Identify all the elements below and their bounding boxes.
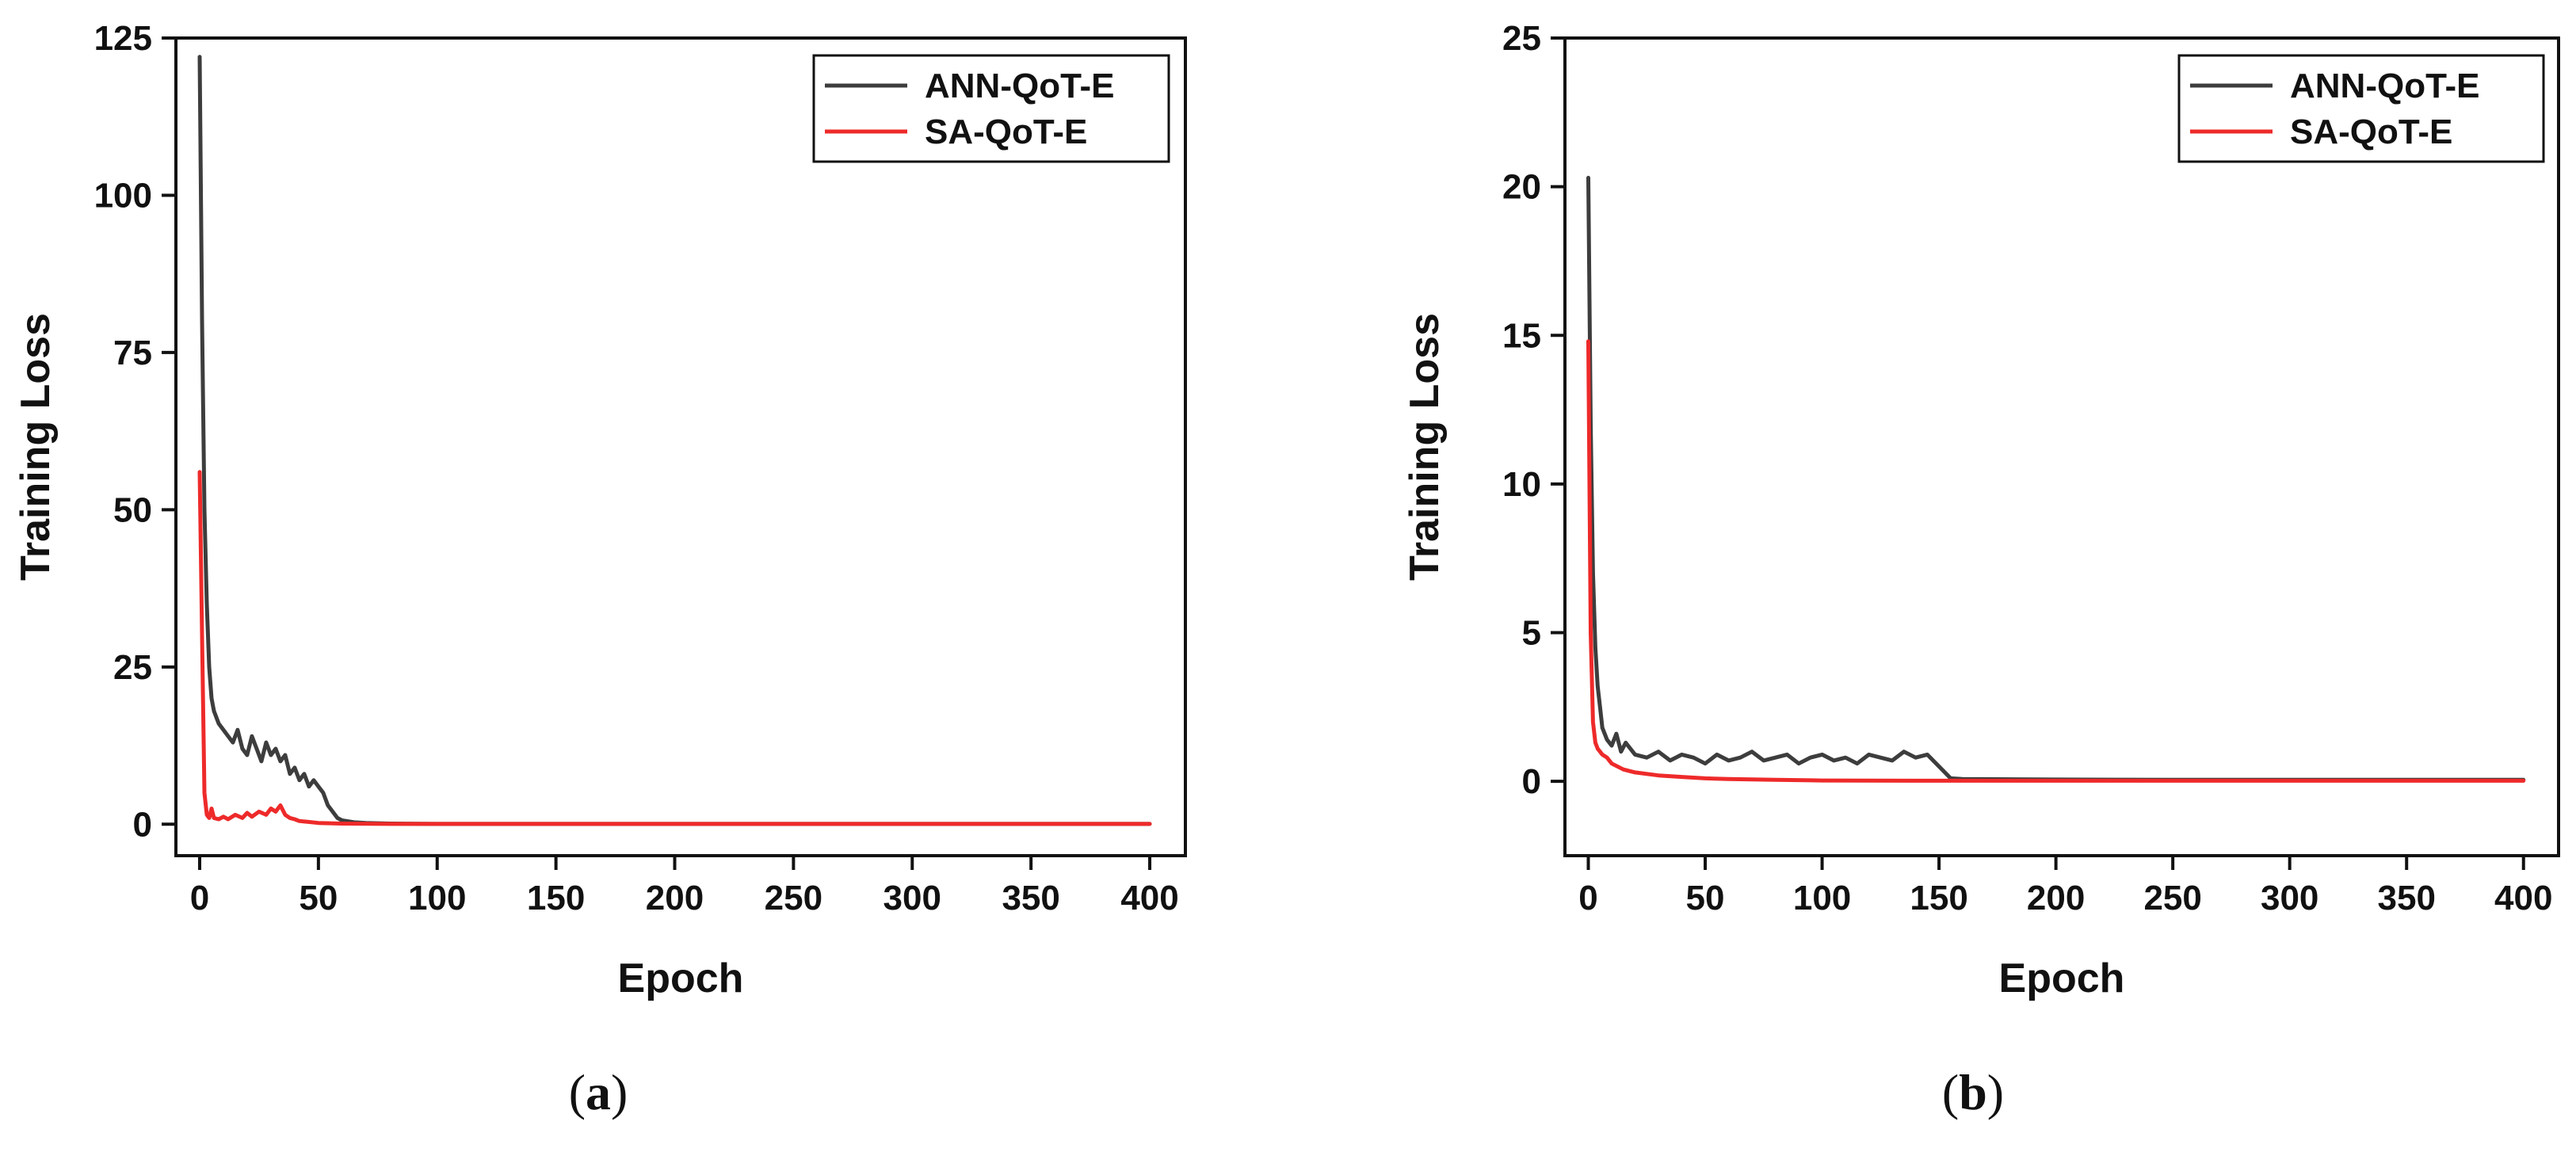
legend-label: ANN-QoT-E: [2290, 67, 2480, 105]
y-tick-label: 5: [1522, 614, 1541, 653]
y-axis-title: Training Loss: [13, 313, 59, 581]
caption-open-paren: (: [1942, 1064, 1959, 1120]
y-tick-label: 0: [1522, 762, 1541, 801]
caption-close-paren: ): [1987, 1064, 2004, 1120]
y-tick-label: 10: [1502, 465, 1541, 504]
subfigure-caption: (a): [569, 1064, 628, 1120]
x-axis: 0 50 100 150 200 250 300 350 400: [1578, 856, 2552, 917]
y-tick-label: 50: [113, 490, 152, 529]
x-tick-label: 50: [299, 879, 338, 917]
x-tick-label: 150: [1910, 879, 1967, 917]
x-tick-label: 250: [765, 879, 822, 917]
y-axis: 0 25 50 75 100 125: [94, 19, 176, 844]
legend-label: ANN-QoT-E: [925, 67, 1115, 105]
caption-letter: b: [1959, 1064, 1987, 1120]
x-tick-label: 0: [190, 879, 209, 917]
y-tick-label: 125: [94, 19, 152, 58]
plot-frame: [1563, 36, 2560, 857]
y-tick-label: 20: [1502, 168, 1541, 207]
y-axis: 0 5 10 15 20 25: [1502, 19, 1565, 801]
x-axis-title: Epoch: [1999, 956, 2125, 1001]
y-tick-label: 15: [1502, 316, 1541, 355]
x-tick-label: 150: [527, 879, 585, 917]
x-axis-title: Epoch: [618, 956, 744, 1001]
caption-close-paren: ): [611, 1064, 628, 1120]
x-tick-label: 250: [2143, 879, 2201, 917]
series-line-ann-qot-e: [197, 55, 1152, 826]
x-tick-label: 350: [2378, 879, 2436, 917]
legend-label: SA-QoT-E: [925, 113, 1087, 151]
chart-b: 0 50 100 150 200 250 300 350 400 0 5 10 15 20 25 Epoch T…: [1402, 19, 2560, 1120]
legend-label: SA-QoT-E: [2290, 113, 2452, 151]
y-axis-title: Training Loss: [1402, 313, 1448, 581]
legend: ANN-QoT-E SA-QoT-E: [2177, 54, 2545, 163]
series-line-ann-qot-e: [1586, 175, 2526, 782]
legend-box: [812, 54, 1170, 163]
plot-frame: [174, 36, 1187, 857]
chart-a: 0 50 100 150 200 250 300 350 400 0 25 50 75 100 125 Epo…: [13, 19, 1187, 1120]
x-tick-label: 300: [883, 879, 941, 917]
subfigure-caption: (b): [1942, 1064, 2004, 1120]
y-tick-label: 25: [113, 648, 152, 687]
x-axis: 0 50 100 150 200 250 300 350 400: [190, 856, 1179, 917]
series-line-sa-qot-e: [197, 470, 1152, 826]
series-line-sa-qot-e: [1586, 339, 2526, 783]
legend: ANN-QoT-E SA-QoT-E: [812, 54, 1170, 163]
y-tick-label: 0: [133, 805, 152, 844]
y-tick-label: 25: [1502, 19, 1541, 58]
caption-letter: a: [586, 1064, 611, 1120]
x-tick-label: 300: [2261, 879, 2318, 917]
x-tick-label: 100: [1793, 879, 1851, 917]
x-tick-label: 200: [2027, 879, 2085, 917]
x-tick-label: 100: [408, 879, 466, 917]
x-tick-label: 0: [1578, 879, 1597, 917]
y-tick-label: 100: [94, 176, 152, 215]
x-tick-label: 350: [1002, 879, 1059, 917]
legend-box: [2177, 54, 2545, 163]
y-tick-label: 75: [113, 334, 152, 372]
x-tick-label: 400: [2494, 879, 2552, 917]
x-tick-label: 400: [1120, 879, 1178, 917]
caption-open-paren: (: [569, 1064, 586, 1120]
x-tick-label: 50: [1686, 879, 1725, 917]
x-tick-label: 200: [646, 879, 704, 917]
